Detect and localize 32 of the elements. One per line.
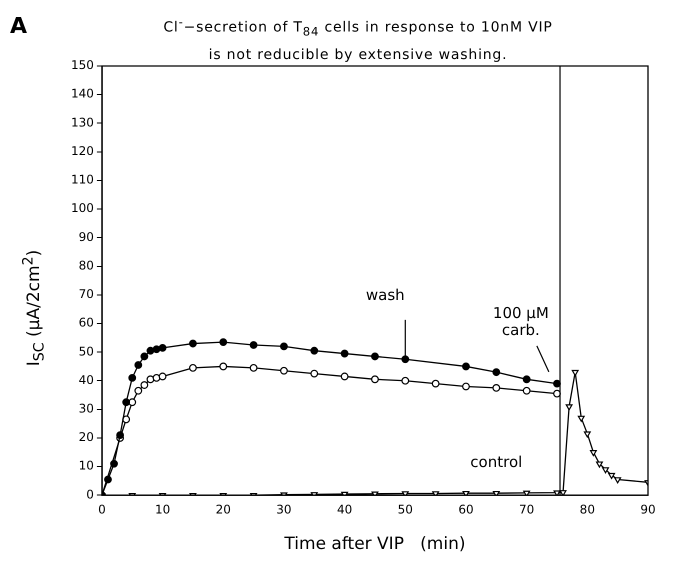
x-tick-label: 30	[276, 502, 292, 517]
x-tick-label: 60	[458, 502, 474, 517]
y-tick-label: 130	[71, 115, 94, 130]
y-tick-label: 90	[78, 230, 94, 244]
y-tick-label: 30	[78, 401, 94, 416]
y-tick-label: 140	[71, 86, 94, 101]
y-tick-label: 150	[71, 58, 94, 72]
y-tick-label: 50	[78, 344, 94, 358]
y-tick-label: 110	[71, 172, 94, 187]
x-tick-label: 70	[519, 502, 534, 517]
series-label: control	[470, 453, 522, 472]
y-tick-label: 80	[78, 258, 94, 272]
x-tick-label: 50	[398, 502, 413, 517]
y-tick-label: 60	[78, 316, 94, 330]
y-tick-label: 0	[86, 487, 94, 502]
x-tick-label: 20	[216, 502, 231, 517]
x-tick-label: 40	[336, 502, 352, 517]
annotation: wash	[366, 286, 405, 304]
x-axis-title: Time after VIP (min)	[283, 534, 466, 554]
annotation: 100 μM carb.	[492, 304, 549, 339]
text: A	[10, 14, 28, 39]
x-tick-label: 80	[580, 502, 595, 517]
y-tick-label: 120	[71, 144, 94, 158]
y-tick-label: 10	[78, 458, 94, 473]
y-tick-label: 40	[78, 372, 94, 387]
x-tick-label: 90	[640, 502, 656, 517]
x-tick-label: 0	[98, 502, 106, 517]
y-tick-label: 70	[78, 287, 94, 302]
y-tick-label: 20	[78, 430, 94, 444]
y-tick-label: 100	[71, 201, 94, 216]
x-tick-label: 10	[154, 502, 170, 517]
chart-title: Cl$^{-}$−secretion of T$_{84}$ cells in response to 10nM VIP is not reducible by extensive washing.	[162, 14, 554, 66]
